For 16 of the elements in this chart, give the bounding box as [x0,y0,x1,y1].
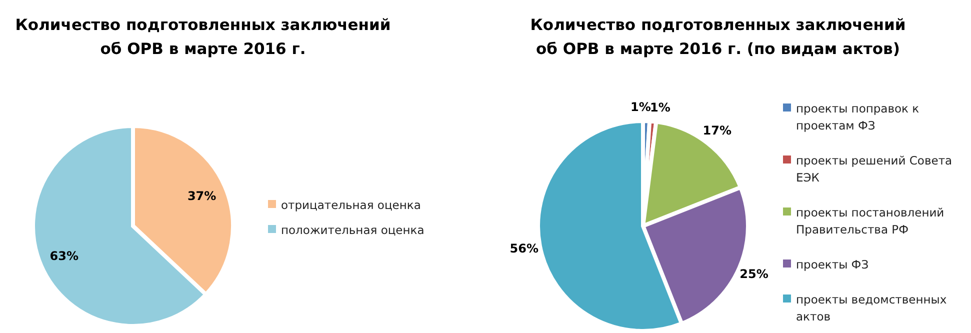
chart-title: Количество подготовленных заключений об ОРВ в марте 2016 г. [15,16,391,58]
legend-label: проекты ведомственных актов [796,292,947,324]
legend-label: проекты решений Совета ЕЭК [796,154,952,184]
legend-label: проекты постановлений Правительства РФ [796,206,944,236]
data-label: 25% [740,267,768,282]
legend-label: положительная оценка [281,223,424,237]
data-label: 63% [50,248,79,263]
data-label: 1% [650,100,670,115]
data-label: 17% [702,123,732,138]
chart-title: Количество подготовленных заключений об ОРВ в марте 2016 г. (по видам актов) [530,16,906,58]
data-label: 56% [510,242,539,256]
legend-label: проекты поправок к проектам ФЗ [796,102,920,132]
legend-label: отрицательная оценка [281,198,421,212]
legend-label: проекты ФЗ [796,258,869,272]
data-label: 37% [187,189,216,204]
data-label: 1% [630,100,651,114]
